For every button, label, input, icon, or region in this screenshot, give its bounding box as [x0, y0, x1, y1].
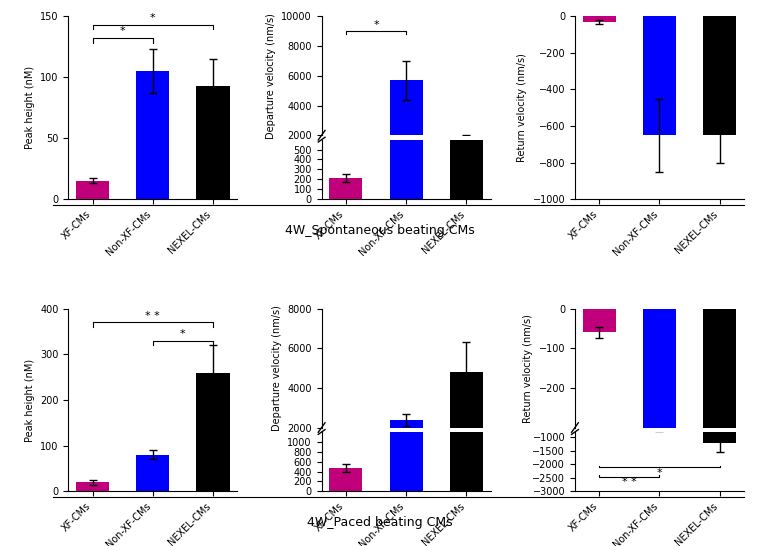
Bar: [329, 458, 362, 467]
Bar: [703, 308, 736, 546]
Bar: [703, 16, 736, 135]
Y-axis label: Return velocity (nm/s): Return velocity (nm/s): [517, 54, 527, 162]
Bar: [197, 372, 229, 491]
Text: * *: * *: [622, 477, 637, 487]
Bar: [450, 136, 483, 165]
Bar: [76, 181, 109, 199]
Bar: [389, 80, 423, 165]
Bar: [389, 420, 423, 467]
Bar: [136, 455, 169, 491]
Bar: [389, 372, 423, 491]
Text: * *: * *: [146, 311, 160, 321]
Text: *: *: [657, 468, 662, 478]
Bar: [329, 179, 362, 199]
Bar: [643, 16, 676, 135]
Bar: [450, 254, 483, 491]
Bar: [450, 11, 483, 199]
Y-axis label: Departure velocity (nm/s): Departure velocity (nm/s): [272, 305, 282, 431]
Y-axis label: Return velocity (nm/s): Return velocity (nm/s): [523, 314, 533, 423]
Y-axis label: Peak height (nM): Peak height (nM): [24, 359, 34, 442]
Text: 4W_Spontaneous beating CMs: 4W_Spontaneous beating CMs: [285, 224, 474, 236]
Y-axis label: Peak height (nM): Peak height (nM): [24, 66, 34, 149]
Text: *: *: [180, 329, 186, 339]
Bar: [329, 162, 362, 165]
Bar: [389, 0, 423, 199]
Bar: [583, 411, 616, 412]
Text: *: *: [120, 26, 125, 37]
Bar: [76, 482, 109, 491]
Bar: [197, 86, 229, 199]
Bar: [703, 411, 736, 443]
Text: 4W_Paced beating CMs: 4W_Paced beating CMs: [307, 516, 452, 529]
Bar: [583, 308, 616, 333]
Bar: [450, 372, 483, 467]
Bar: [583, 16, 616, 22]
Bar: [643, 308, 676, 546]
Bar: [329, 468, 362, 491]
Y-axis label: Departure velocity (nm/s): Departure velocity (nm/s): [266, 13, 276, 139]
Text: *: *: [373, 20, 379, 30]
Bar: [136, 71, 169, 199]
Text: *: *: [150, 13, 156, 23]
Bar: [643, 411, 676, 429]
